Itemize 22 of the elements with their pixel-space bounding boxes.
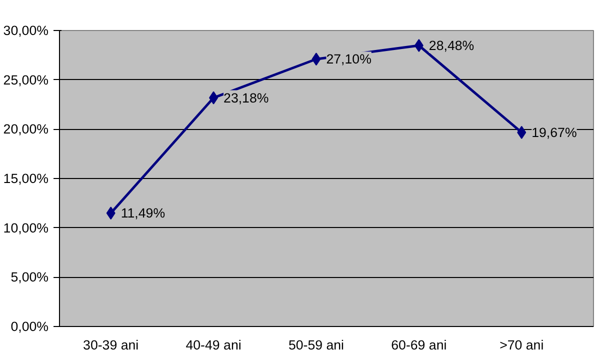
y-tick-label: 30,00% — [3, 23, 49, 38]
y-tick-label: 15,00% — [3, 171, 49, 186]
data-label: 28,48% — [428, 38, 474, 53]
point — [209, 91, 218, 104]
y-tick-label: 25,00% — [3, 72, 49, 88]
x-tick-label: >70 ani — [500, 338, 544, 352]
x-tick-label: 50-59 ani — [288, 338, 344, 352]
point — [106, 206, 116, 220]
data-label: 19,67% — [532, 124, 577, 140]
y-tick-label: 5,00% — [10, 270, 49, 285]
x-tick-label: 40-49 ani — [186, 338, 242, 352]
point — [517, 126, 526, 139]
point — [414, 38, 424, 52]
y-tick-label: 10,00% — [3, 220, 49, 236]
y-tick-label: 20,00% — [3, 122, 49, 137]
data-label: 23,18% — [224, 90, 269, 106]
x-tick-label: 60-69 ani — [391, 338, 447, 352]
y-tick-label: 0,00% — [10, 319, 49, 334]
point — [312, 52, 321, 66]
data-label: 27,10% — [326, 52, 372, 67]
x-tick-label: 30-39 ani — [83, 338, 139, 352]
data-label: 11,49% — [120, 206, 166, 221]
